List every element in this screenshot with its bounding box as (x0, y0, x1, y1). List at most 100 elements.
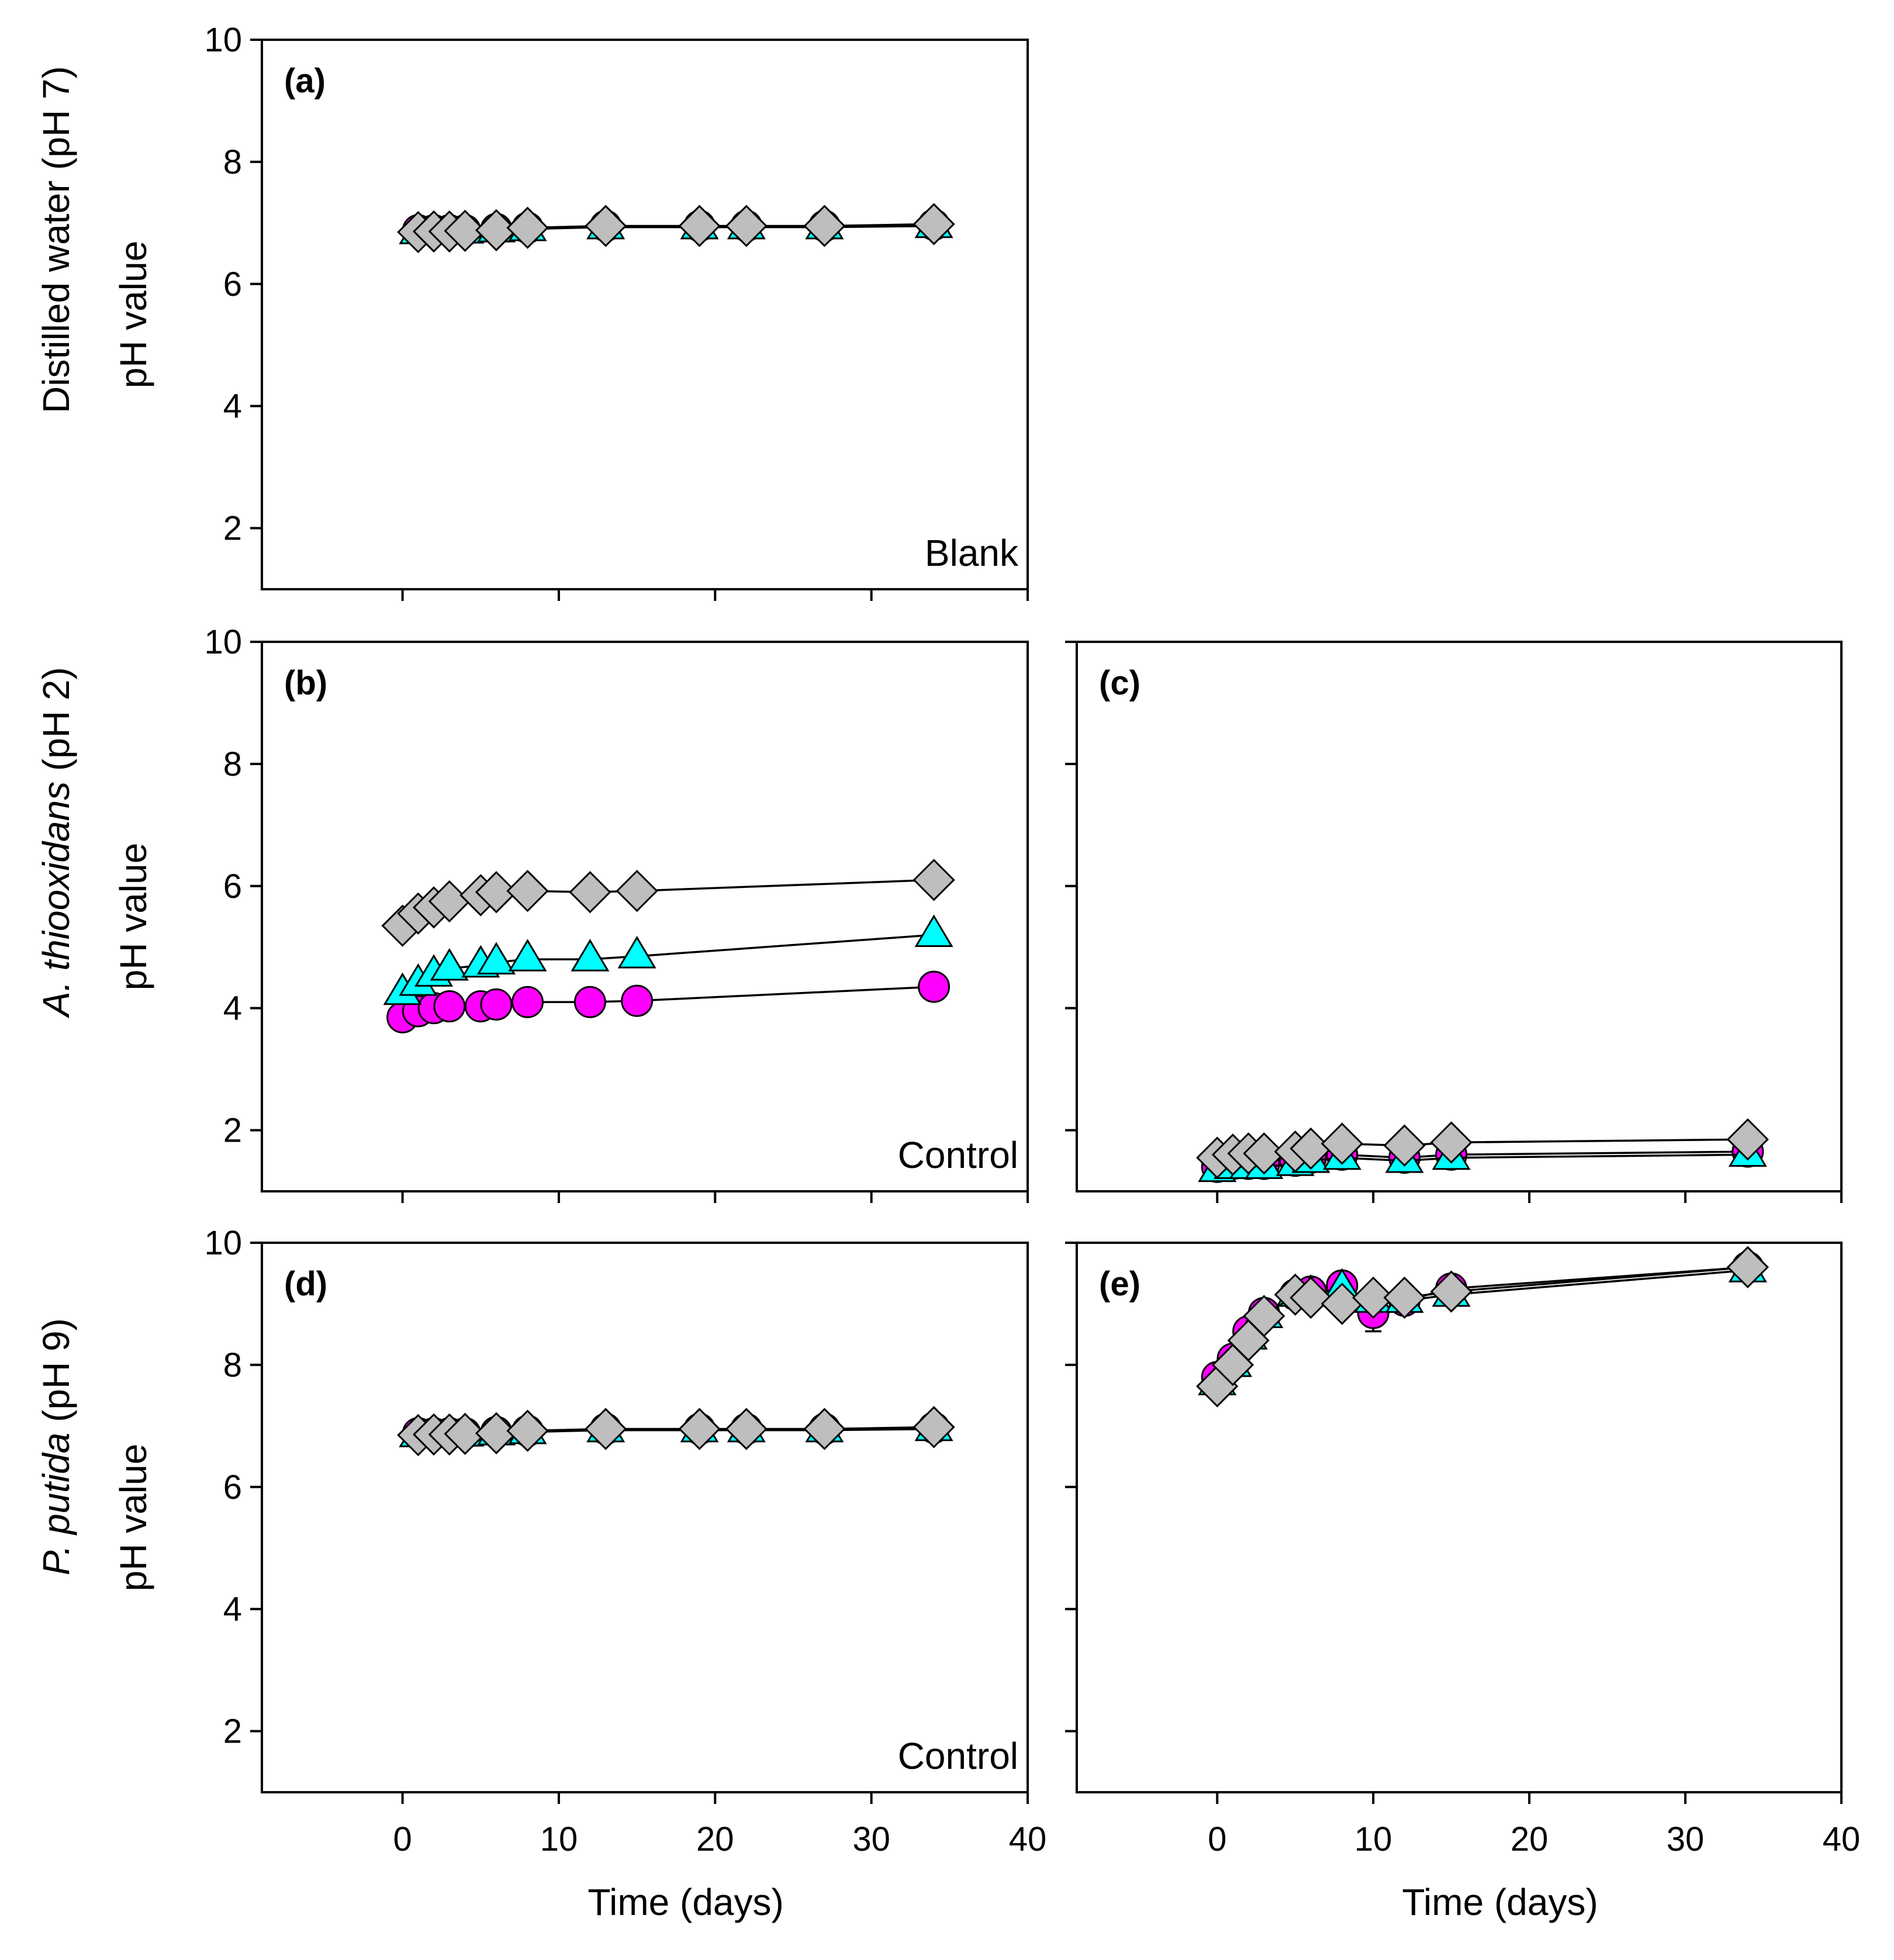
plot-frame (261, 1242, 1029, 1793)
x-tick-label: 10 (540, 1820, 578, 1858)
y-tick-label: 6 (223, 265, 242, 303)
diamond-point (616, 870, 658, 912)
diamond-point (506, 1409, 549, 1452)
x-axis-title: Time (days) (1402, 1881, 1598, 1923)
y-tick-label: 4 (223, 1591, 242, 1629)
triangle-point (430, 948, 469, 981)
row-title-a-thiooxidans: A. thiooxidans (pH 2) (35, 667, 77, 1019)
y-tick-label: 6 (223, 1468, 242, 1506)
series-diamond (381, 859, 955, 947)
x-tick-label: 40 (1823, 1820, 1861, 1858)
plot-frame (261, 641, 1029, 1192)
triangle-point (476, 942, 516, 975)
diamond-point (1383, 1124, 1426, 1167)
circle-point (918, 970, 951, 1003)
y-axis-title: pH value (112, 1444, 154, 1592)
diamond-point (913, 203, 955, 246)
diamond-point (1430, 1121, 1473, 1164)
diamond-point (506, 206, 549, 249)
panel-label: (e) (1099, 1265, 1140, 1303)
diamond-point (475, 1412, 518, 1454)
x-tick-label: 20 (1511, 1820, 1549, 1858)
triangle-point (914, 914, 953, 948)
x-tick-label: 0 (393, 1820, 412, 1858)
x-tick-label: 40 (1009, 1820, 1047, 1858)
diamond-point (1290, 1276, 1332, 1319)
diamond-point (1430, 1270, 1473, 1313)
y-tick-label: 4 (223, 388, 242, 426)
triangle-point (571, 939, 610, 972)
series-triangle (383, 914, 953, 1005)
panel-label: (a) (284, 62, 326, 100)
x-tick-label: 30 (852, 1820, 890, 1858)
x-tick-label: 30 (1667, 1820, 1705, 1858)
y-tick-label: 4 (223, 990, 242, 1028)
y-axis-title: pH value (112, 843, 154, 991)
diamond-point (444, 1412, 486, 1456)
circle-point (573, 986, 606, 1018)
panel-label: (b) (284, 664, 327, 702)
panel-e: 0 10 20 30 40 Time (days) (e) (1065, 1242, 1861, 1923)
x-axis-title: Time (days) (587, 1881, 783, 1923)
y-axis-title: pH value (112, 241, 154, 389)
y-tick-label: 10 (204, 21, 242, 59)
row-title-distilled-water: Distilled water (pH 7) (35, 66, 77, 413)
panel-b: 2 4 6 8 10 pH value (b) Control (112, 623, 1029, 1203)
triangle-point (508, 939, 547, 972)
series-diamond (1196, 1118, 1769, 1179)
diamond-point (1383, 1276, 1426, 1319)
diamond-point (1243, 1295, 1285, 1337)
diamond-point (475, 209, 518, 251)
diamond-point (1726, 1118, 1769, 1161)
y-tick-label: 8 (223, 143, 242, 181)
series-circle (386, 970, 951, 1033)
x-tick-label: 0 (1208, 1820, 1226, 1858)
y-tick-label: 2 (223, 1112, 242, 1150)
diamond-point (569, 871, 611, 914)
circle-point (480, 988, 513, 1021)
row-title-p-putida: P. putida (pH 9) (35, 1318, 77, 1575)
series-diamond (1196, 1246, 1769, 1408)
series-diamond (397, 203, 955, 254)
diamond-point (444, 209, 486, 253)
diamond-point (678, 205, 721, 247)
circle-point (621, 984, 654, 1017)
y-tick-label: 8 (223, 745, 242, 783)
panel-label: (c) (1099, 664, 1140, 702)
diamond-point (913, 1406, 955, 1449)
panel-label: (d) (284, 1265, 327, 1303)
diamond-point (506, 870, 549, 912)
y-tick-label: 10 (204, 1224, 242, 1262)
diamond-point (678, 1408, 721, 1450)
diamond-point (1243, 1132, 1285, 1175)
diamond-point (803, 1408, 846, 1450)
x-tick-label: 10 (1354, 1820, 1392, 1858)
panel-a: 2 4 6 8 10 pH value (a) Blank (112, 21, 1029, 601)
diamond-point (585, 205, 627, 247)
y-tick-label: 6 (223, 867, 242, 905)
diamond-point (725, 205, 768, 247)
diamond-point (1726, 1246, 1769, 1288)
x-tick-label: 20 (696, 1820, 734, 1858)
diamond-point (803, 205, 846, 247)
panel-note: Control (898, 1134, 1018, 1176)
y-tick-label: 10 (204, 623, 242, 661)
circle-point (433, 990, 466, 1023)
plot-frame (261, 39, 1029, 590)
panel-c: (c) (1065, 641, 1843, 1203)
y-tick-label: 2 (223, 1713, 242, 1751)
y-tick-label: 8 (223, 1346, 242, 1384)
diamond-point (1352, 1276, 1395, 1319)
plot-frame (1076, 1242, 1843, 1793)
plot-frame (1076, 641, 1843, 1192)
diamond-point (1321, 1122, 1363, 1165)
series-diamond (397, 1406, 955, 1457)
diamond-point (725, 1408, 768, 1450)
circle-point (511, 986, 544, 1018)
diamond-point (585, 1408, 627, 1450)
panel-d: 2 4 6 8 10 0 10 20 30 40 pH value Time (days) (d) Con… (112, 1224, 1046, 1923)
y-tick-label: 2 (223, 510, 242, 548)
panel-note: Control (898, 1735, 1018, 1777)
triangle-point (617, 935, 656, 969)
